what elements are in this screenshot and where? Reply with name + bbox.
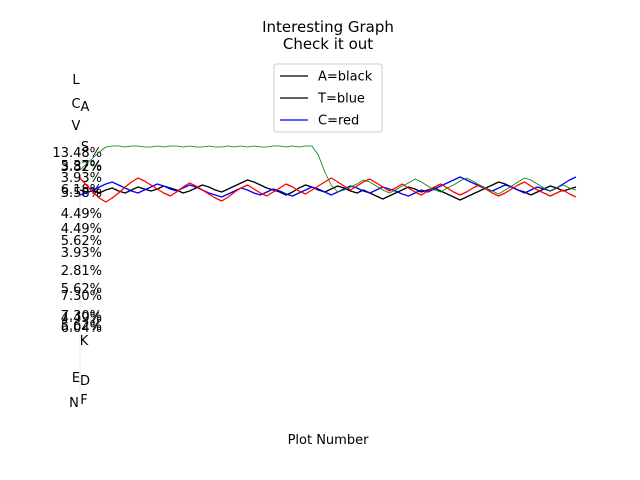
chart-subtitle: Check it out — [283, 35, 373, 53]
legend-label-0: A=black — [318, 70, 373, 85]
side-label-upper-3: V — [72, 119, 81, 134]
side-label-upper-2: A — [81, 100, 90, 115]
y-tick-label-0: 13.48% — [52, 146, 102, 161]
side-label-lower-1: E — [72, 371, 80, 386]
series-line-2 — [79, 177, 577, 203]
side-label-upper-1: C — [71, 97, 80, 112]
side-label-lower-2: D — [80, 374, 90, 389]
side-label-upper-4: S — [81, 140, 89, 155]
chart-title: Interesting Graph — [262, 18, 394, 36]
y-tick-label-11: 5.62% — [61, 282, 102, 297]
series-line-0 — [79, 179, 577, 201]
y-tick-label-1: 5.37% — [61, 159, 102, 174]
side-labels-lower: K E DN F — [69, 334, 90, 411]
y-tick-label-7: 4.49% — [61, 222, 102, 237]
y-tick-label-9: 3.93% — [61, 246, 102, 261]
legend-frame — [273, 63, 383, 133]
y-tick-label-3: 3.93% — [61, 171, 102, 186]
side-label-upper-0: L — [72, 73, 80, 88]
y-tick-label-12: 7.30% — [61, 289, 102, 304]
legend: A=black T=blue C=red — [273, 63, 383, 133]
legend-label-2: C=red — [318, 114, 359, 129]
y-tick-label-16: 6.04% — [61, 321, 102, 336]
y-tick-label-2: 3.82% — [61, 160, 102, 175]
series-group — [79, 145, 577, 203]
y-tick-label-8: 5.62% — [61, 234, 102, 249]
series-line-1 — [79, 176, 577, 198]
y-tick-label-14: 4.49% — [61, 311, 102, 326]
legend-label-1: T=blue — [317, 92, 365, 107]
series-line-3 — [79, 145, 577, 195]
side-label-lower-4: F — [80, 393, 87, 408]
y-tick-label-15: 5.62% — [61, 319, 102, 334]
side-labels-upper: LC AVS — [71, 73, 89, 155]
y-tick-labels: 13.48%5.37%3.82%3.93%6.18%3.58%4.49%4.49… — [52, 146, 102, 336]
y-tick-label-13: 7.30% — [61, 309, 102, 324]
side-label-lower-0: K — [80, 334, 89, 349]
x-axis-label: Plot Number — [288, 433, 370, 448]
y-tick-label-6: 4.49% — [61, 207, 102, 222]
side-label-lower-3: N — [69, 396, 79, 411]
y-tick-label-10: 2.81% — [61, 264, 102, 279]
